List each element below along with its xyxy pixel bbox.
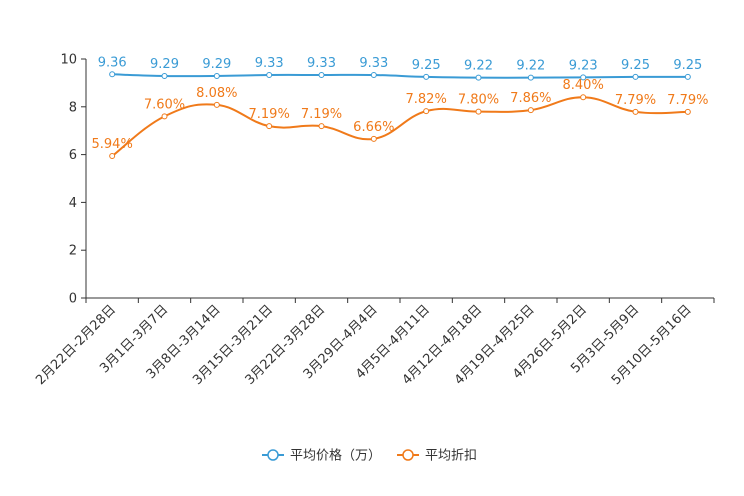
y-tick-label: 8 (69, 100, 77, 115)
data-point[interactable] (266, 72, 273, 79)
data-label: 7.80% (458, 93, 499, 108)
data-label: 9.22 (464, 59, 493, 74)
legend-marker-icon (402, 449, 414, 461)
legend-label: 平均价格（万） (290, 448, 381, 464)
data-label: 9.29 (202, 57, 231, 72)
data-label: 7.86% (510, 91, 551, 106)
data-label: 7.82% (406, 92, 447, 107)
data-point[interactable] (475, 108, 482, 115)
data-point[interactable] (318, 123, 325, 130)
data-label: 5.94% (92, 137, 133, 152)
data-label: 7.19% (301, 107, 342, 122)
y-axis: 0 2 4 6 8 10 (60, 53, 87, 307)
data-label: 9.22 (516, 59, 545, 74)
series-line (112, 73, 688, 79)
legend[interactable]: 平均价格（万） 平均折扣 (262, 448, 477, 464)
data-point[interactable] (580, 74, 587, 81)
y-tick-label: 2 (69, 244, 77, 259)
data-point[interactable] (161, 113, 168, 120)
data-point[interactable] (423, 73, 430, 80)
legend-label: 平均折扣 (425, 449, 477, 464)
data-point[interactable] (684, 108, 691, 115)
data-point[interactable] (213, 101, 220, 108)
data-point[interactable] (109, 71, 116, 78)
data-label: 7.79% (667, 93, 708, 108)
data-point[interactable] (527, 107, 534, 114)
legend-marker-icon (267, 449, 279, 461)
data-label: 9.23 (569, 58, 598, 73)
y-tick-label: 10 (60, 53, 77, 68)
data-label: 9.33 (255, 56, 284, 71)
data-label: 7.19% (249, 107, 290, 122)
data-label: 8.40% (563, 78, 604, 93)
data-label: 9.25 (673, 58, 702, 73)
data-point[interactable] (266, 123, 273, 130)
data-label: 9.36 (98, 55, 127, 70)
data-point[interactable] (632, 108, 639, 115)
data-label: 9.25 (621, 58, 650, 73)
data-point[interactable] (318, 72, 325, 79)
data-label: 9.33 (359, 56, 388, 71)
y-tick-label: 6 (69, 148, 77, 163)
data-point[interactable] (109, 153, 116, 160)
x-axis: 2月22日-2月28日3月1日-3月7日3月8日-3月14日3月15日-3月21… (33, 297, 715, 388)
data-point[interactable] (213, 72, 220, 79)
data-point[interactable] (475, 74, 482, 81)
series-1: 9.36 9.29 9.29 9.33 9.33 9.33 9.25 9.22 9.22 9.23… (98, 55, 702, 81)
data-point[interactable] (684, 73, 691, 80)
data-point[interactable] (527, 74, 534, 81)
series-line (111, 96, 688, 157)
y-tick-label: 0 (69, 292, 77, 307)
data-label: 8.08% (196, 86, 237, 101)
series-layer: 9.36 9.29 9.29 9.33 9.33 9.33 9.25 9.22 9.22 9.23… (92, 55, 708, 160)
legend-item-1[interactable]: 平均价格（万） (262, 448, 381, 464)
legend-item-2[interactable]: 平均折扣 (397, 449, 477, 464)
data-point[interactable] (580, 94, 587, 101)
data-point[interactable] (423, 108, 430, 115)
series-2: 5.94% 7.60% 8.08% 7.19% 7.19% 6.66% 7.82% 7.80%… (92, 78, 708, 160)
data-point[interactable] (370, 135, 377, 142)
data-point[interactable] (370, 72, 377, 79)
data-label: 7.60% (144, 97, 185, 112)
data-label: 9.29 (150, 57, 179, 72)
data-point[interactable] (161, 72, 168, 79)
data-label: 7.79% (615, 93, 656, 108)
data-label: 9.25 (412, 58, 441, 73)
data-point[interactable] (632, 73, 639, 80)
y-tick-label: 4 (69, 196, 77, 211)
data-label: 6.66% (353, 120, 394, 135)
data-label: 9.33 (307, 56, 336, 71)
